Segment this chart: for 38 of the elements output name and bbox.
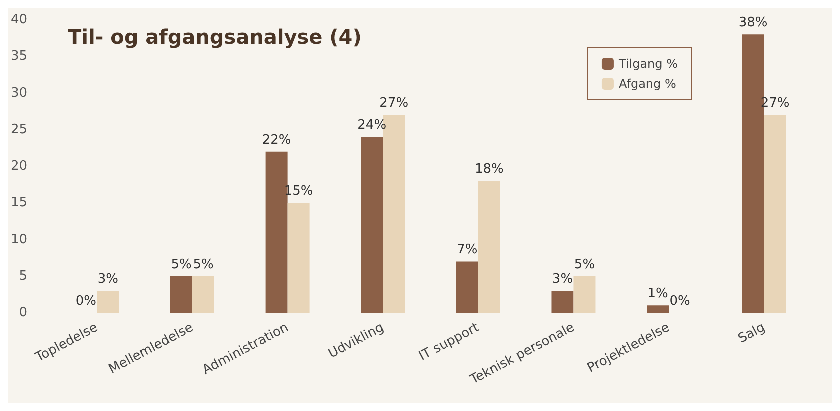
data-label: 22% xyxy=(262,132,292,148)
y-tick-label: 5 xyxy=(19,268,28,284)
x-tick-label: Salg xyxy=(736,320,768,347)
y-tick-label: 0 xyxy=(19,306,28,320)
y-tick-label: 10 xyxy=(10,232,28,248)
y-tick-label: 30 xyxy=(10,86,28,101)
bar xyxy=(552,291,574,313)
bar xyxy=(764,115,786,313)
y-tick-label: 25 xyxy=(10,122,28,138)
y-tick-label: 40 xyxy=(10,12,28,28)
y-tick-label: 35 xyxy=(10,49,28,64)
data-label: 0% xyxy=(670,294,690,309)
bar xyxy=(478,181,500,313)
data-label: 38% xyxy=(738,16,768,31)
data-label: 1% xyxy=(648,286,668,302)
data-label: 18% xyxy=(474,162,504,178)
bar xyxy=(192,276,215,313)
y-tick-label: 15 xyxy=(10,196,28,211)
data-label: 24% xyxy=(358,118,387,134)
y-tick-label: 20 xyxy=(10,159,28,174)
data-label: 27% xyxy=(380,96,409,112)
data-label: 3% xyxy=(98,272,119,288)
data-label: 0% xyxy=(76,294,97,309)
legend-label: Afgang % xyxy=(618,77,676,91)
data-label: 5% xyxy=(193,257,214,272)
data-label: 5% xyxy=(574,257,596,272)
data-label: 7% xyxy=(457,242,478,258)
bar xyxy=(97,291,120,313)
chart-title: Til- og afgangsanalyse (4) xyxy=(68,25,362,49)
bar xyxy=(647,306,670,313)
bar xyxy=(456,262,478,313)
data-label: 5% xyxy=(171,257,192,272)
bar xyxy=(361,137,384,313)
bar xyxy=(288,203,310,313)
data-label: 3% xyxy=(552,272,574,288)
legend-label: Tilgang % xyxy=(618,57,678,71)
bar xyxy=(170,276,193,313)
bar xyxy=(574,276,596,313)
